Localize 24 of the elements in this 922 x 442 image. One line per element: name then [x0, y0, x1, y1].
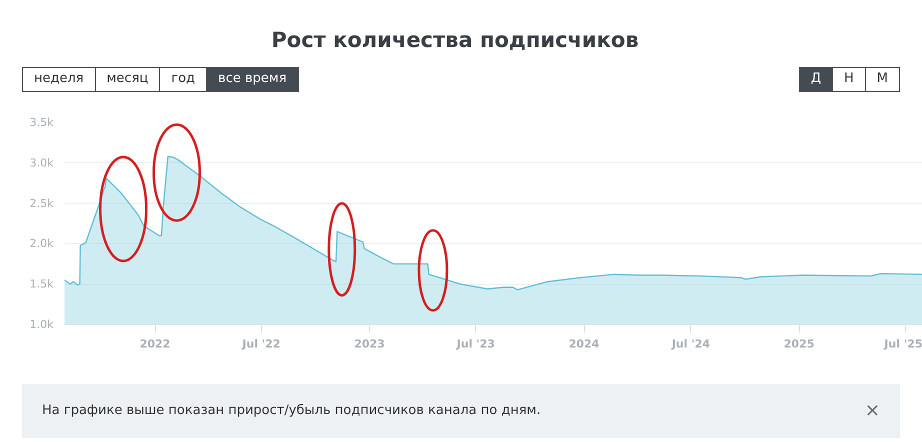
text: Н: [833, 67, 866, 92]
x-tick-label: 2022: [140, 338, 170, 350]
x-tick-label: 2023: [354, 338, 385, 350]
text: все время: [207, 67, 299, 92]
y-tick-label: 1.0k: [30, 318, 54, 331]
y-tick-label: 3.0k: [30, 156, 54, 170]
x-tick-label: Jul '22: [241, 338, 280, 350]
y-tick-label: 1.5k: [30, 278, 54, 291]
y-tick-label: 2.0k: [30, 237, 54, 250]
text: год: [160, 67, 208, 92]
x-tick-label: Jul '25: [883, 338, 922, 350]
text: М: [866, 67, 900, 92]
text: ×: [864, 399, 880, 423]
y-tick-label: 2.5k: [30, 196, 54, 210]
text: На графике выше показан прирост/убыль подписчиков канала по дням.: [42, 402, 541, 420]
text: Д: [798, 67, 833, 92]
chart-title: Рост количества подписчиков: [271, 27, 639, 54]
x-tick-label: 2025: [784, 338, 814, 350]
text: неделя: [22, 67, 96, 92]
x-tick-label: 2024: [568, 338, 600, 350]
x-tick-label: Jul '24: [670, 338, 710, 350]
y-tick-label: 3.5k: [30, 116, 54, 129]
x-tick-label: Jul '23: [456, 338, 495, 350]
text: месяц: [96, 67, 160, 92]
